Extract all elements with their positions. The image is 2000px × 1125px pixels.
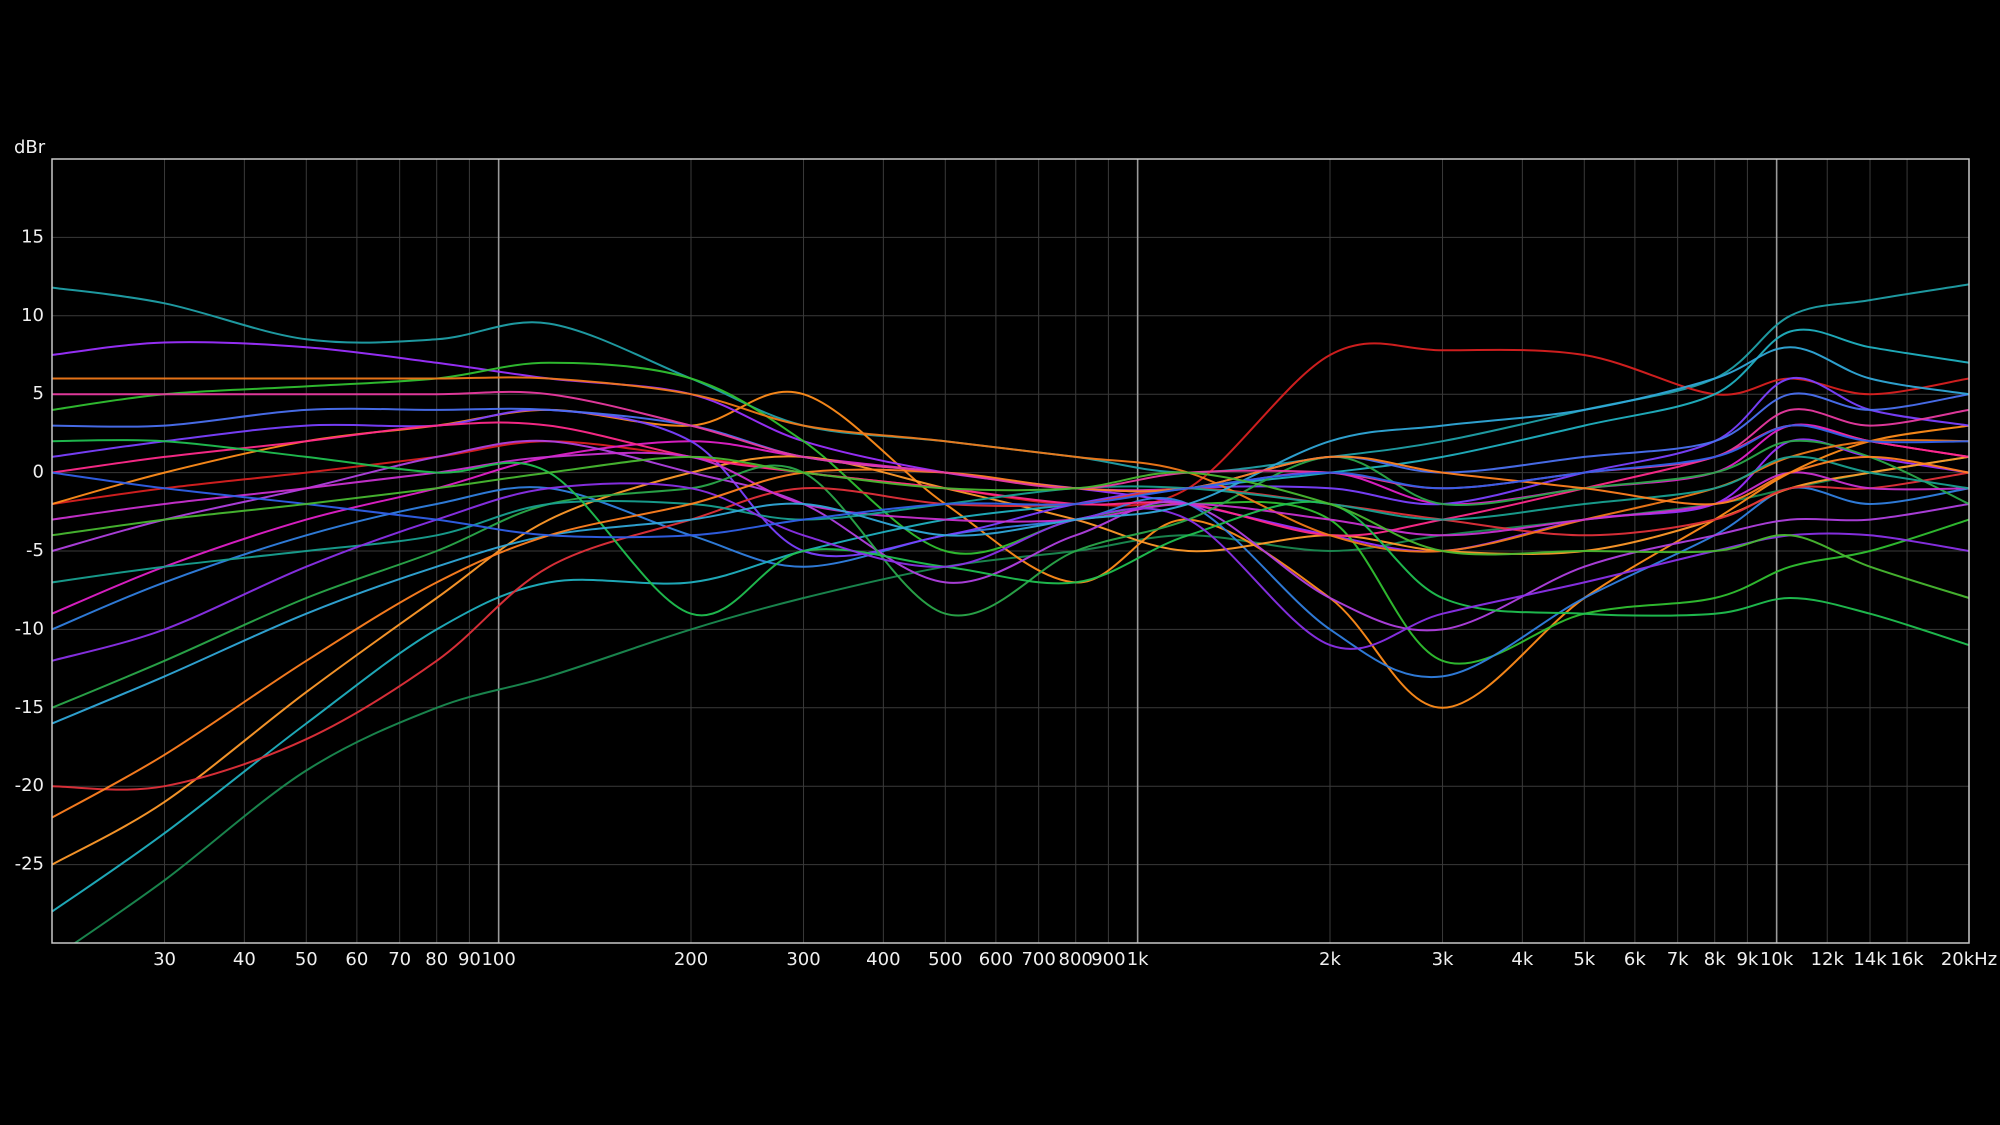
x-tick-label: 70	[388, 949, 411, 970]
response-curve	[52, 346, 1969, 725]
x-tick-label: 50	[295, 949, 318, 970]
x-tick-label: 8k	[1704, 949, 1726, 970]
grid	[52, 159, 1970, 943]
x-tick-label: 4k	[1511, 949, 1533, 970]
response-curve	[52, 471, 1969, 791]
y-tick-label: -20	[15, 775, 44, 796]
x-tick-label: 16k	[1890, 949, 1924, 970]
x-tick-label: 3k	[1432, 949, 1454, 970]
response-curve	[52, 439, 1969, 709]
y-tick-label: -15	[15, 697, 44, 718]
response-curve	[52, 424, 1969, 539]
x-tick-label: 10k	[1760, 949, 1794, 970]
x-tick-label: 6k	[1624, 949, 1646, 970]
response-curve	[52, 328, 1969, 913]
x-tick-label: 7k	[1667, 949, 1689, 970]
response-curve	[52, 455, 1969, 599]
x-tick-label: 1k	[1127, 949, 1149, 970]
x-tick-label: 12k	[1811, 949, 1845, 970]
plot-lines	[52, 283, 1969, 943]
x-tick-label: 600	[979, 949, 1013, 970]
x-tick-label: 300	[786, 949, 820, 970]
plot-frame	[51, 158, 1970, 944]
x-tick-label: 400	[866, 949, 900, 970]
y-axis-label: dBr	[14, 137, 46, 158]
x-tick-label: 80	[425, 949, 448, 970]
response-curve	[52, 439, 1969, 632]
x-tick-label: 900	[1091, 949, 1125, 970]
response-curve	[52, 482, 1969, 662]
x-tick-label: 30	[153, 949, 176, 970]
x-tick-label: 90	[458, 949, 481, 970]
y-tick-label: 15	[21, 226, 44, 247]
x-tick-label: 200	[674, 949, 708, 970]
x-tick-label: 700	[1021, 949, 1055, 970]
x-tick-label: 9k	[1736, 949, 1758, 970]
response-curve	[52, 439, 1969, 647]
x-tick-label: 20kHz	[1941, 949, 1997, 970]
x-tick-label: 14k	[1853, 949, 1887, 970]
tick-labels: -25 -20 -15 -10 -5 0 5 10 15 30 40 50 60 70 80 90 100 200…	[15, 226, 1998, 970]
y-tick-label: 5	[33, 383, 44, 404]
response-curve	[52, 455, 1969, 819]
y-tick-label: 10	[21, 305, 44, 326]
x-tick-label: 5k	[1573, 949, 1595, 970]
x-tick-label: 40	[233, 949, 256, 970]
y-tick-label: -25	[15, 854, 44, 875]
x-tick-label: 500	[928, 949, 962, 970]
x-tick-label: 800	[1059, 949, 1093, 970]
y-tick-label: -5	[26, 540, 44, 561]
y-tick-label: -10	[15, 618, 44, 639]
y-tick-label: 0	[33, 462, 44, 483]
x-tick-label: 100	[481, 949, 515, 970]
x-tick-label: 60	[345, 949, 368, 970]
x-tick-label: 2k	[1319, 949, 1341, 970]
